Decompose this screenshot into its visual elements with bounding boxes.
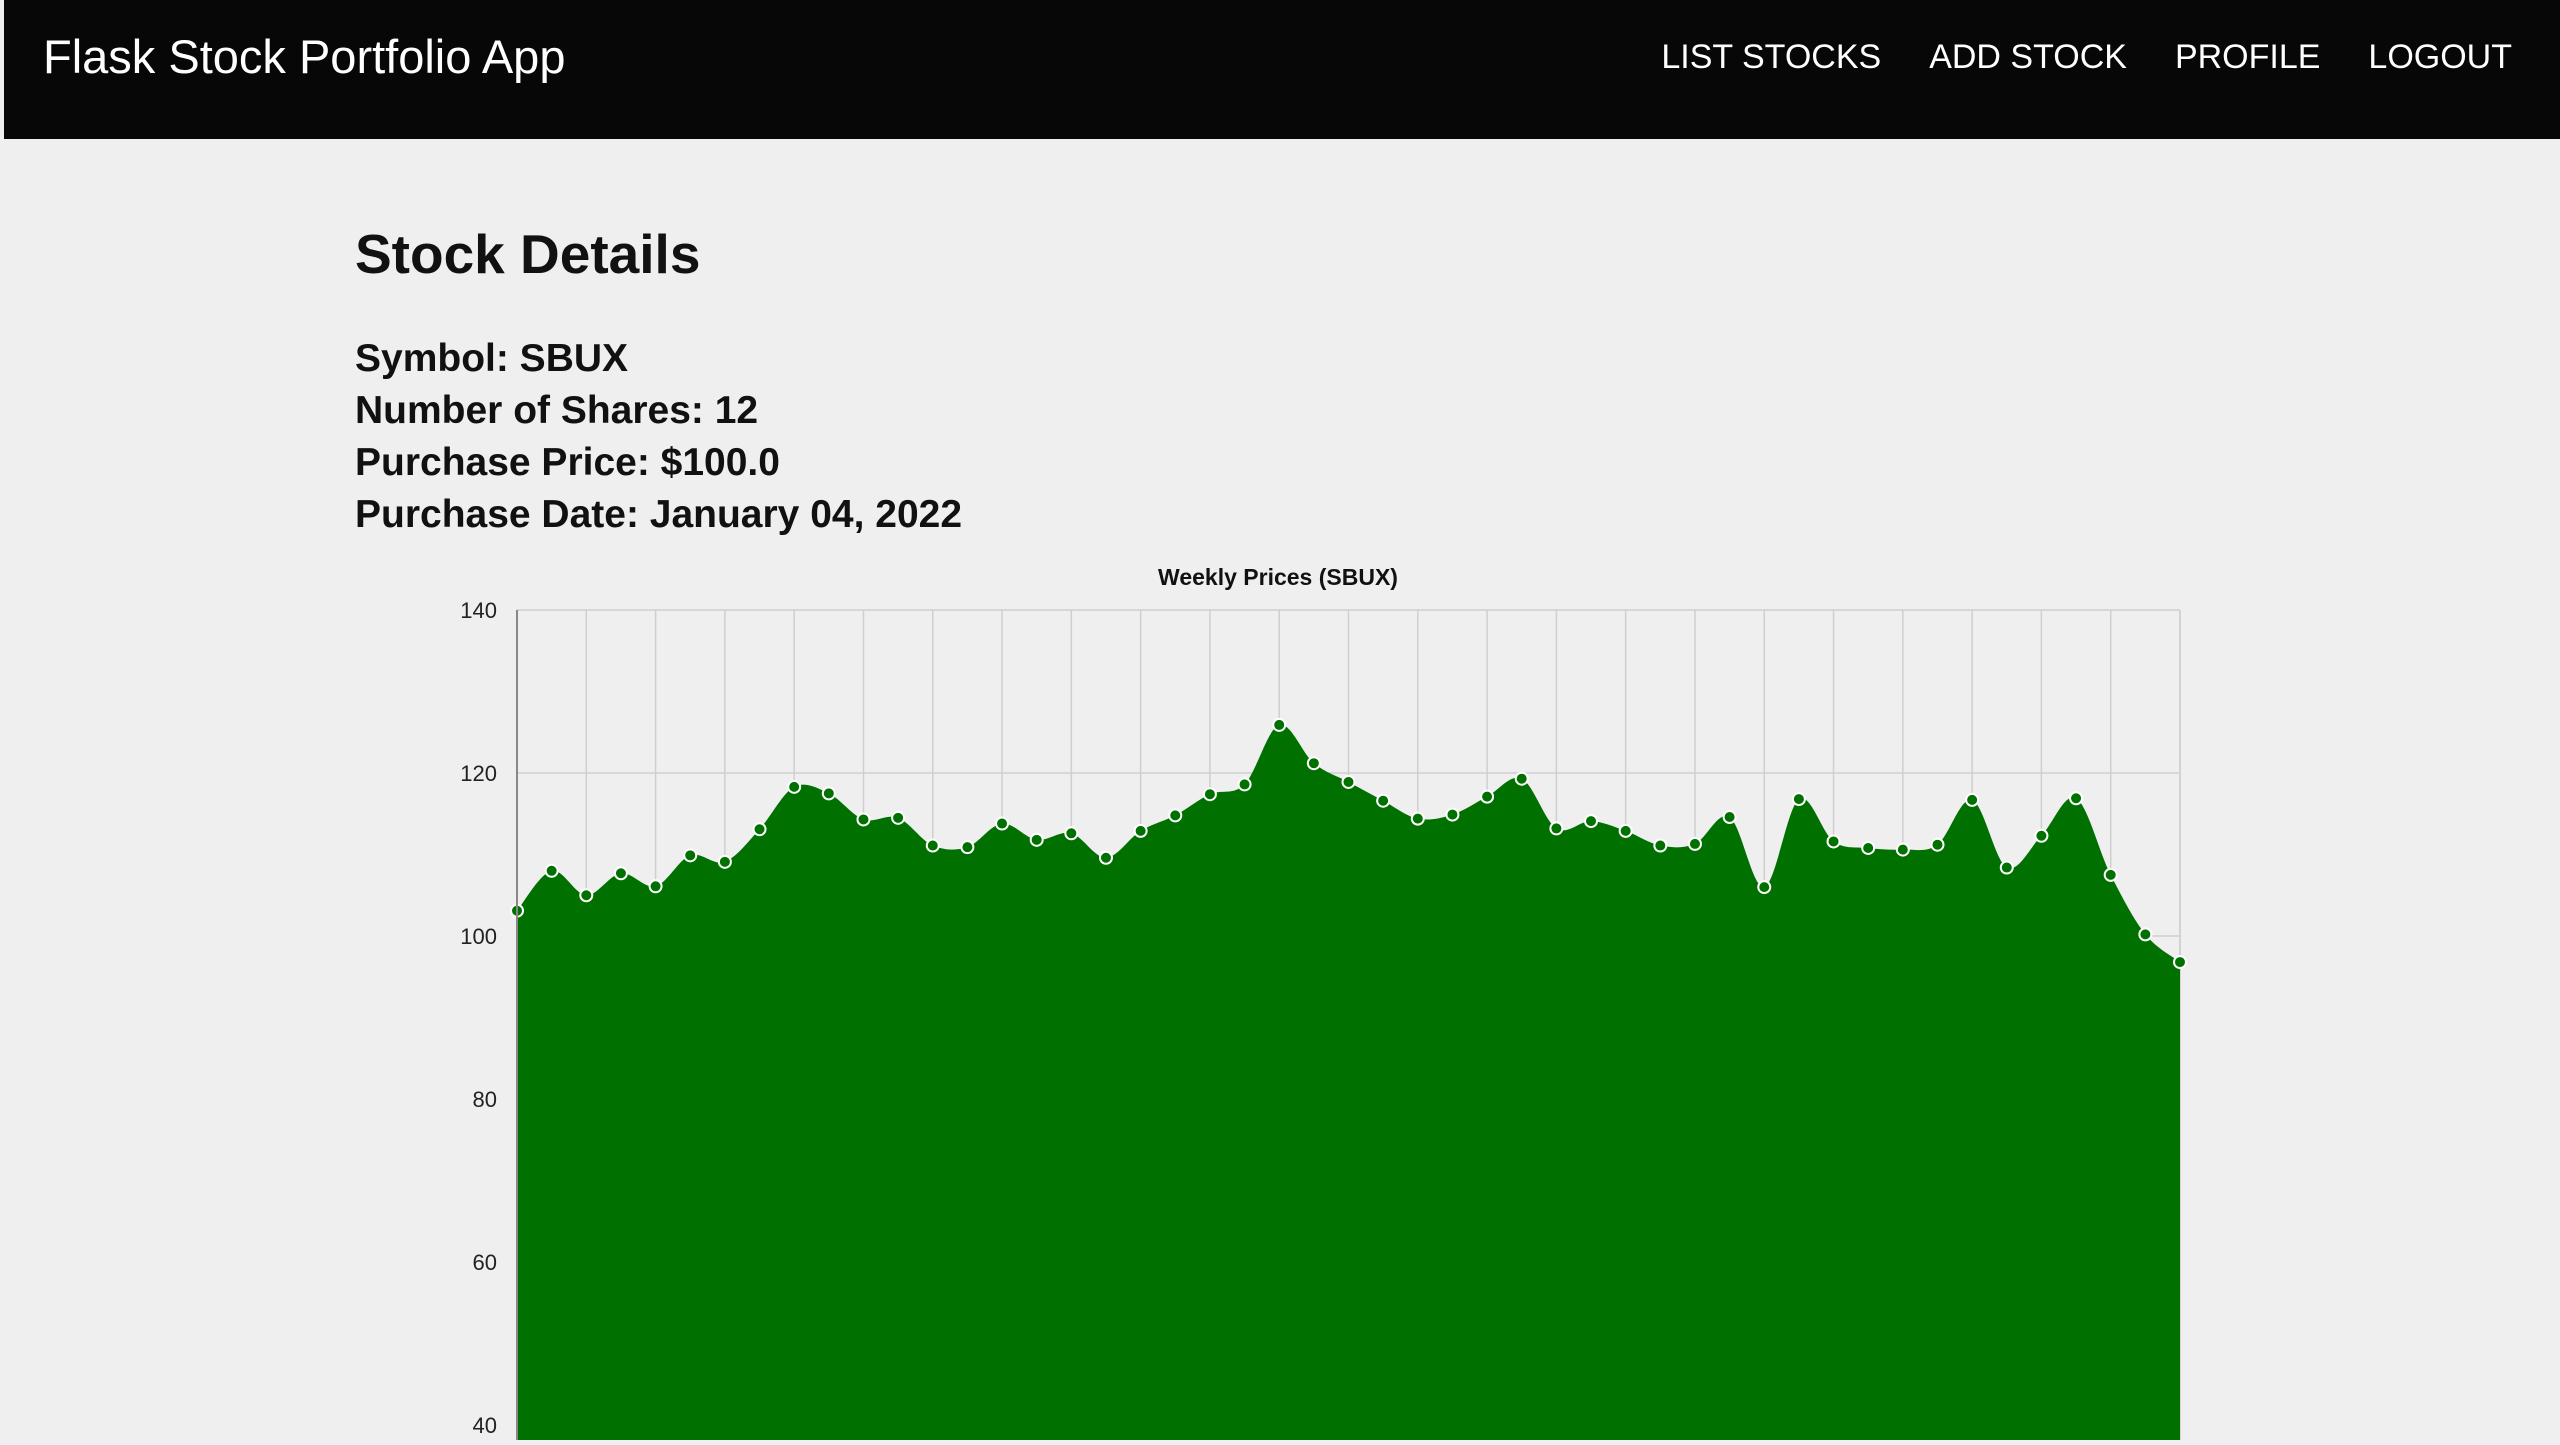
data-point[interactable] (1133, 823, 1148, 838)
data-point[interactable] (1930, 837, 1945, 852)
data-point[interactable] (1791, 792, 1806, 807)
data-point[interactable] (510, 903, 524, 918)
data-point[interactable] (1445, 807, 1460, 822)
chart-axis-layer: 40 60 80 100 120 140 (460, 598, 518, 1440)
chart-grid (516, 609, 2181, 1440)
stock-purchase-date: Purchase Date: January 04, 2022 (355, 493, 963, 536)
data-point[interactable] (1687, 836, 1702, 851)
nav-list-stocks[interactable]: LIST STOCKS (1661, 38, 1882, 76)
data-point[interactable] (1306, 756, 1321, 771)
data-point[interactable] (1722, 810, 1737, 825)
data-point[interactable] (2034, 828, 2049, 843)
data-point[interactable] (648, 879, 663, 894)
data-point[interactable] (1895, 842, 1910, 857)
data-point[interactable] (1514, 771, 1529, 786)
data-point[interactable] (1272, 717, 1287, 732)
data-point[interactable] (544, 863, 559, 878)
y-tick-label: 120 (460, 761, 497, 786)
data-point[interactable] (717, 854, 732, 869)
stock-symbol: Symbol: SBUX (355, 337, 629, 380)
nav-profile[interactable]: PROFILE (2174, 38, 2321, 76)
nav-links: LIST STOCKS ADD STOCK PROFILE LOGOUT (1661, 38, 2512, 77)
data-point[interactable] (960, 840, 975, 855)
data-point[interactable] (856, 812, 871, 827)
data-point[interactable] (1999, 860, 2014, 875)
data-point[interactable] (2173, 955, 2187, 970)
data-point[interactable] (1202, 787, 1217, 802)
data-point[interactable] (2103, 867, 2118, 882)
data-point[interactable] (1826, 834, 1841, 849)
data-point[interactable] (1098, 850, 1113, 865)
data-point[interactable] (613, 866, 628, 881)
chart-title: Weekly Prices (SBUX) (1158, 564, 1398, 590)
data-point[interactable] (1168, 808, 1183, 823)
y-tick-label: 100 (460, 924, 497, 949)
data-point[interactable] (752, 822, 767, 837)
y-tick-label: 80 (473, 1087, 497, 1112)
data-point[interactable] (891, 810, 906, 825)
chart-area-layer (517, 724, 2180, 1440)
stock-shares: Number of Shares: 12 (355, 389, 759, 432)
data-point[interactable] (1584, 814, 1599, 829)
data-point[interactable] (1480, 789, 1495, 804)
nav-logout[interactable]: LOGOUT (2368, 38, 2512, 76)
nav-add-stock[interactable]: ADD STOCK (1929, 38, 2127, 76)
y-tick-label: 60 (473, 1250, 497, 1275)
price-area (517, 724, 2180, 1440)
data-point[interactable] (1861, 840, 1876, 855)
data-point[interactable] (1653, 838, 1668, 853)
chart-points-layer (510, 717, 2187, 970)
data-point[interactable] (821, 786, 836, 801)
data-point[interactable] (995, 816, 1010, 831)
y-tick-label: 40 (473, 1413, 497, 1438)
stock-purchase-price: Purchase Price: $100.0 (355, 441, 780, 484)
data-point[interactable] (1029, 832, 1044, 847)
data-point[interactable] (1618, 823, 1633, 838)
data-point[interactable] (1064, 826, 1079, 841)
data-point[interactable] (1376, 793, 1391, 808)
data-point[interactable] (1341, 774, 1356, 789)
data-point[interactable] (2069, 791, 2084, 806)
data-point[interactable] (1410, 811, 1425, 826)
data-point[interactable] (2138, 927, 2153, 942)
data-point[interactable] (1965, 792, 1980, 807)
data-point[interactable] (787, 779, 802, 794)
navbar: Flask Stock Portfolio App LIST STOCKS AD… (4, 0, 2560, 139)
brand-link[interactable]: Flask Stock Portfolio App (43, 30, 566, 83)
data-point[interactable] (925, 838, 940, 853)
data-point[interactable] (1237, 777, 1252, 792)
page-title: Stock Details (355, 223, 701, 285)
y-tick-label: 140 (460, 598, 497, 623)
data-point[interactable] (1757, 880, 1772, 895)
data-point[interactable] (1549, 821, 1564, 836)
data-point[interactable] (579, 888, 594, 903)
data-point[interactable] (683, 848, 698, 863)
